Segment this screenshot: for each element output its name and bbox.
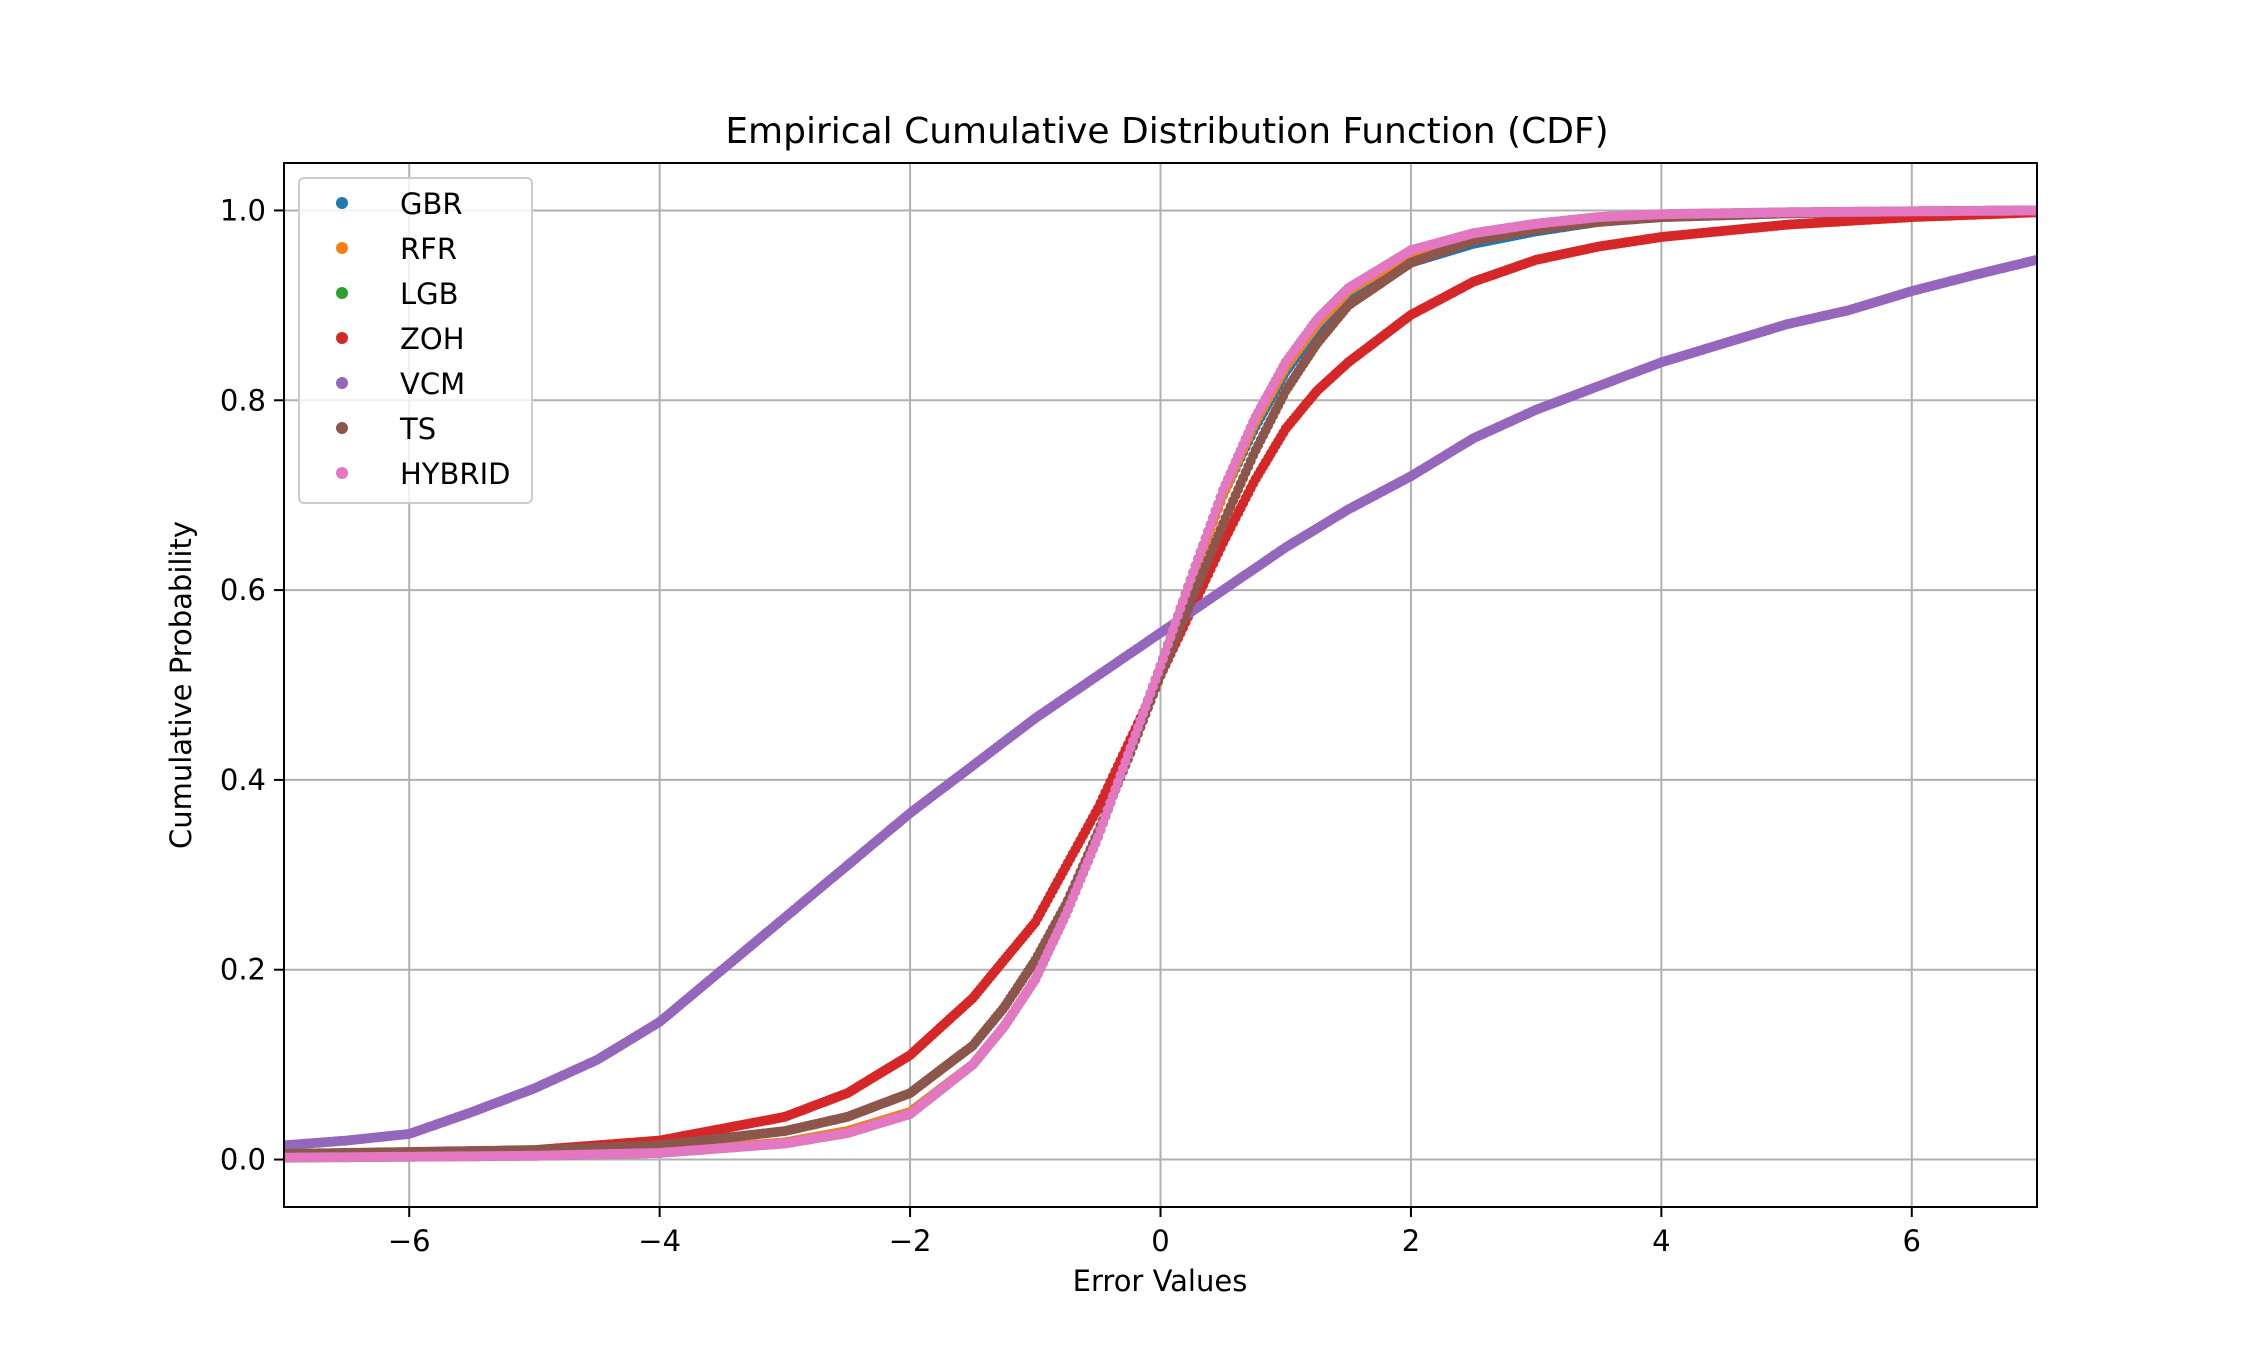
legend-label: TS bbox=[399, 412, 436, 446]
legend-marker-zoh bbox=[336, 332, 348, 344]
legend-label: GBR bbox=[400, 187, 463, 221]
x-tick-label: 4 bbox=[1652, 1224, 1670, 1258]
plot-area bbox=[284, 205, 2037, 1163]
series-group bbox=[284, 205, 2037, 1163]
legend-label: HYBRID bbox=[400, 457, 510, 491]
x-axis-label: Error Values bbox=[1073, 1264, 1248, 1298]
y-tick-label: 0.0 bbox=[220, 1143, 266, 1177]
y-tick-label: 0.8 bbox=[220, 383, 266, 417]
x-tick-label: 0 bbox=[1151, 1224, 1169, 1258]
series-vcm bbox=[284, 254, 2037, 1151]
x-tick-label: 2 bbox=[1402, 1224, 1420, 1258]
x-tick-label: −6 bbox=[388, 1224, 431, 1258]
legend: GBR RFR LGB ZOH VCM TS HYBRID bbox=[298, 177, 533, 504]
legend-label: ZOH bbox=[400, 322, 465, 356]
data-point bbox=[2032, 254, 2037, 265]
legend-label: VCM bbox=[400, 367, 465, 401]
legend-marker-vcm bbox=[336, 377, 348, 389]
y-tick-label: 1.0 bbox=[220, 193, 266, 227]
chart-title: Empirical Cumulative Distribution Functi… bbox=[725, 111, 1608, 152]
x-tick-label: 6 bbox=[1903, 1224, 1921, 1258]
legend-marker-rfr bbox=[336, 242, 348, 254]
y-axis-label: Cumulative Probability bbox=[164, 521, 198, 849]
y-tick-label: 0.6 bbox=[220, 573, 266, 607]
legend-marker-lgb bbox=[336, 287, 348, 299]
x-tick-label: −4 bbox=[638, 1224, 681, 1258]
legend-label: LGB bbox=[400, 277, 459, 311]
legend-marker-gbr bbox=[336, 197, 348, 209]
legend-marker-hybrid bbox=[336, 467, 348, 479]
y-tick-label: 0.4 bbox=[220, 763, 266, 797]
legend-label: RFR bbox=[400, 232, 457, 266]
y-tick-label: 0.2 bbox=[220, 953, 266, 987]
x-tick-label: −2 bbox=[889, 1224, 932, 1258]
legend-marker-ts bbox=[336, 422, 348, 434]
